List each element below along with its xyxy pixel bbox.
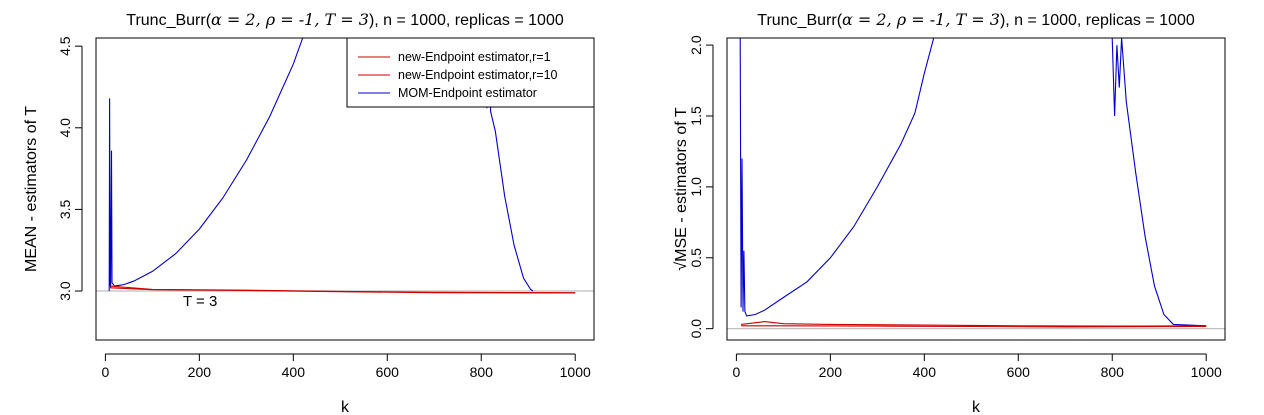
left-chart: Trunc_Burr(α = 2, ρ = -1, T = 3), n = 10…: [23, 10, 595, 415]
right-y-axis: 0.0 0.5 1.0 1.5 2.0: [688, 35, 714, 339]
x-tick-label: 200: [819, 364, 843, 380]
x-tick-label: 400: [913, 364, 937, 380]
x-tick-label: 600: [376, 364, 400, 380]
right-chart-title: Trunc_Burr(α = 2, ρ = -1, T = 3), n = 10…: [757, 10, 1195, 29]
y-tick-label: 0.5: [688, 248, 704, 268]
legend-label-r1: new-Endpoint estimator,r=1: [398, 50, 551, 64]
x-tick-label: 800: [1101, 364, 1125, 380]
x-tick-label: 1000: [1191, 364, 1222, 380]
x-tick-label: 600: [1007, 364, 1031, 380]
y-tick-label: 2.0: [688, 35, 704, 55]
legend-box: [346, 37, 595, 108]
y-tick-label: 1.0: [688, 177, 704, 197]
y-tick-label: 3.0: [57, 281, 73, 301]
left-axes-box: [95, 37, 595, 341]
x-tick-label: 200: [188, 364, 212, 380]
x-tick-label: 0: [732, 364, 740, 380]
x-tick-label: 1000: [560, 364, 591, 380]
x-tick-label: 800: [470, 364, 494, 380]
right-y-axis-label: √MSE - estimators of T: [673, 107, 690, 270]
y-tick-label: 3.5: [57, 199, 73, 219]
y-tick-label: 0.0: [688, 319, 704, 339]
y-tick-label: 1.5: [688, 106, 704, 126]
legend: new-Endpoint estimator,r=1 new-Endpoint …: [346, 37, 595, 108]
series-line-2: [739, 38, 1207, 327]
left-y-axis-label: MEAN - estimators of T: [23, 106, 40, 272]
left-x-axis: 0 200 400 600 800 1000: [101, 353, 591, 380]
right-plot-area: [727, 38, 1225, 330]
series-line-2: [108, 38, 534, 292]
right-x-axis-label: k: [972, 399, 981, 415]
y-tick-label: 4.0: [57, 118, 73, 138]
series-line-1: [741, 325, 1207, 328]
left-plot-area: [96, 38, 594, 294]
right-x-axis: 0 200 400 600 800 1000: [732, 353, 1222, 380]
left-x-axis-label: k: [341, 399, 350, 415]
y-tick-label: 4.5: [57, 36, 73, 56]
left-y-axis: 3.0 3.5 4.0 4.5: [57, 36, 83, 301]
true-value-annotation: T = 3: [183, 293, 217, 310]
legend-label-r10: new-Endpoint estimator,r=10: [398, 68, 558, 82]
series-line-1: [110, 287, 576, 294]
x-tick-label: 0: [101, 364, 109, 380]
right-axes-box: [726, 37, 1226, 341]
right-chart: Trunc_Burr(α = 2, ρ = -1, T = 3), n = 10…: [673, 10, 1226, 415]
legend-label-mom: MOM-Endpoint estimator: [398, 86, 537, 100]
x-tick-label: 400: [282, 364, 306, 380]
left-chart-title: Trunc_Burr(α = 2, ρ = -1, T = 3), n = 10…: [126, 10, 564, 29]
series-line-0: [741, 321, 1207, 327]
